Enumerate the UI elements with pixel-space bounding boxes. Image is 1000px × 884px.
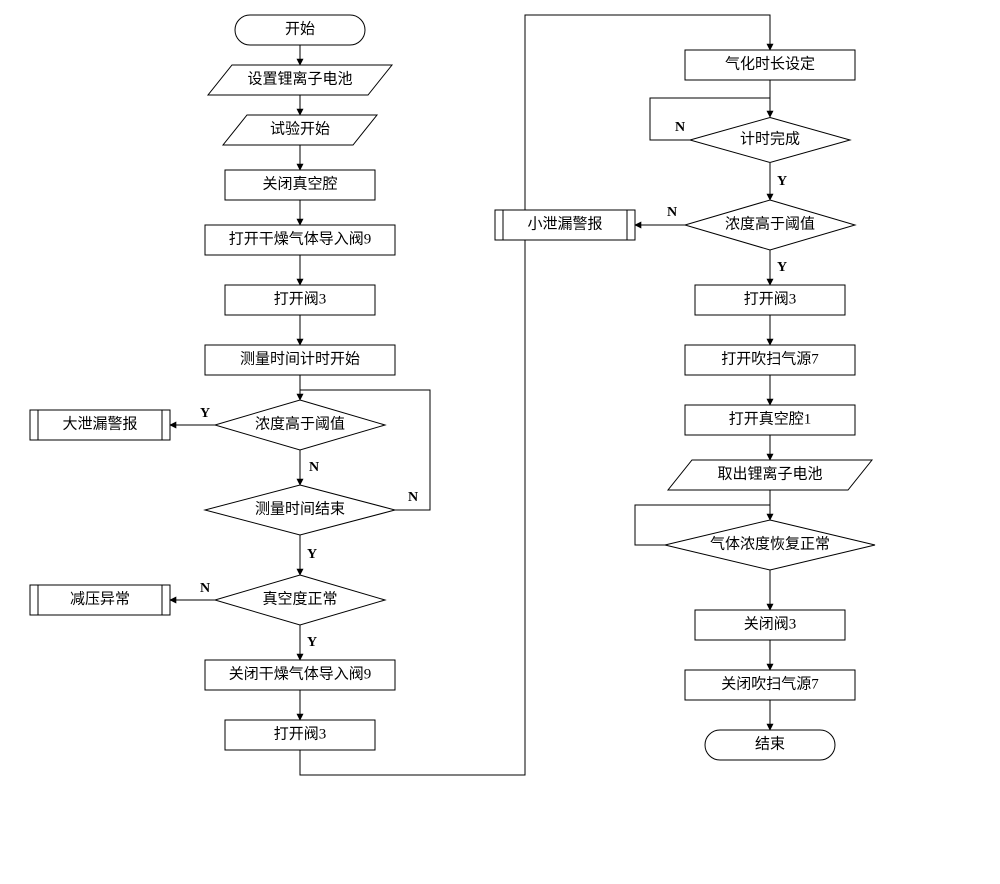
takeBattery: 取出锂离子电池	[668, 460, 872, 490]
node-label: 减压异常	[70, 590, 130, 607]
svg-text:N: N	[667, 205, 677, 220]
setBattery: 设置锂离子电池	[208, 65, 392, 95]
svg-text:N: N	[200, 581, 210, 596]
closeDryGas: 关闭干燥气体导入阀9	[205, 660, 395, 690]
gasNormal: 气体浓度恢复正常	[665, 520, 875, 570]
setGasTime: 气化时长设定	[685, 50, 855, 80]
node-label: 大泄漏警报	[62, 415, 137, 432]
node-label: 小泄漏警报	[527, 215, 602, 232]
closeValve3: 关闭阀3	[695, 610, 845, 640]
smallLeak: 小泄漏警报	[495, 210, 635, 240]
svg-text:Y: Y	[200, 406, 210, 421]
concA: 浓度高于阈值	[215, 400, 385, 450]
svg-text:Y: Y	[777, 260, 787, 275]
node-label: 浓度高于阈值	[725, 215, 815, 232]
node-label: 设置锂离子电池	[247, 70, 352, 87]
node-label: 真空度正常	[262, 589, 337, 607]
svg-text:N: N	[408, 490, 418, 505]
node-label: 关闭吹扫气源7	[721, 675, 819, 692]
concB: 浓度高于阈值	[685, 200, 855, 250]
node-label: 打开阀3	[274, 725, 327, 742]
openValve3a: 打开阀3	[225, 285, 375, 315]
node-label: 测量时间计时开始	[240, 350, 360, 367]
openValve3b: 打开阀3	[225, 720, 375, 750]
svg-text:N: N	[675, 120, 685, 135]
node-label: 打开真空腔1	[729, 409, 812, 427]
svg-text:Y: Y	[307, 635, 317, 650]
node-label: 关闭干燥气体导入阀9	[229, 665, 372, 682]
svg-text:Y: Y	[307, 547, 317, 562]
node-label: 关闭真空腔	[262, 174, 337, 192]
node-label: 结束	[755, 735, 785, 752]
node-label: 取出锂离子电池	[717, 465, 822, 482]
openDryGas: 打开干燥气体导入阀9	[205, 225, 395, 255]
openValve3c: 打开阀3	[695, 285, 845, 315]
svg-text:Y: Y	[777, 174, 787, 189]
node-label: 气化时长设定	[725, 55, 815, 72]
node-label: 关闭阀3	[744, 615, 797, 632]
node-label: 打开吹扫气源7	[721, 350, 819, 367]
node-label: 试验开始	[270, 120, 330, 137]
svg-text:N: N	[309, 460, 319, 475]
closePurge: 关闭吹扫气源7	[685, 670, 855, 700]
startTimerA: 测量时间计时开始	[205, 345, 395, 375]
node-label: 测量时间结束	[255, 500, 345, 517]
node-label: 计时完成	[740, 130, 800, 147]
decompAbn: 减压异常	[30, 585, 170, 615]
closeVac: 关闭真空腔	[225, 170, 375, 200]
timerDone: 计时完成	[690, 118, 850, 163]
node-label: 浓度高于阈值	[255, 415, 345, 432]
node-label: 打开阀3	[744, 290, 797, 307]
beginTest: 试验开始	[223, 115, 377, 145]
measEnd: 测量时间结束	[205, 485, 395, 535]
openPurge: 打开吹扫气源7	[685, 345, 855, 375]
vacOK: 真空度正常	[215, 575, 385, 625]
node-label: 打开阀3	[274, 290, 327, 307]
openVac1: 打开真空腔1	[685, 405, 855, 435]
bigLeak: 大泄漏警报	[30, 410, 170, 440]
end: 结束	[705, 730, 835, 760]
start: 开始	[235, 15, 365, 45]
node-label: 开始	[285, 20, 315, 37]
node-label: 打开干燥气体导入阀9	[229, 230, 372, 247]
node-label: 气体浓度恢复正常	[710, 534, 830, 552]
